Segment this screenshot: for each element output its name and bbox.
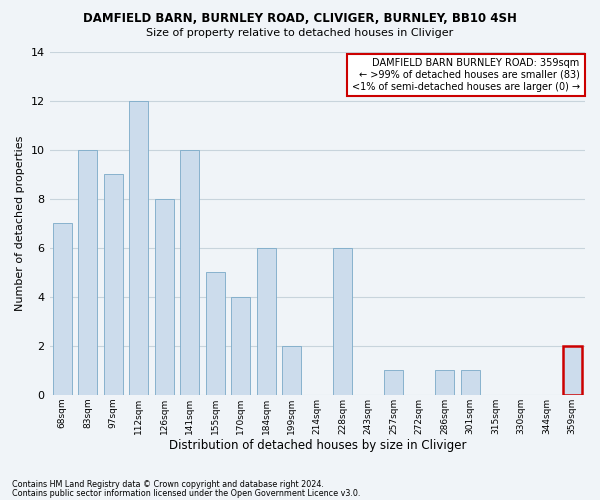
Text: DAMFIELD BARN, BURNLEY ROAD, CLIVIGER, BURNLEY, BB10 4SH: DAMFIELD BARN, BURNLEY ROAD, CLIVIGER, B… — [83, 12, 517, 26]
Bar — [231, 296, 250, 395]
Bar — [180, 150, 199, 395]
Bar — [53, 223, 72, 395]
Bar — [104, 174, 123, 395]
Bar — [206, 272, 225, 395]
Bar — [129, 100, 148, 395]
Text: Size of property relative to detached houses in Cliviger: Size of property relative to detached ho… — [146, 28, 454, 38]
Bar — [257, 248, 276, 395]
Bar — [282, 346, 301, 395]
Bar — [78, 150, 97, 395]
Bar — [155, 198, 174, 395]
Text: Contains HM Land Registry data © Crown copyright and database right 2024.: Contains HM Land Registry data © Crown c… — [12, 480, 324, 489]
Y-axis label: Number of detached properties: Number of detached properties — [15, 136, 25, 311]
X-axis label: Distribution of detached houses by size in Cliviger: Distribution of detached houses by size … — [169, 440, 466, 452]
Bar — [384, 370, 403, 395]
Text: Contains public sector information licensed under the Open Government Licence v3: Contains public sector information licen… — [12, 488, 361, 498]
Bar — [333, 248, 352, 395]
Bar — [435, 370, 454, 395]
Bar — [461, 370, 480, 395]
Bar — [563, 346, 582, 395]
Text: DAMFIELD BARN BURNLEY ROAD: 359sqm
← >99% of detached houses are smaller (83)
<1: DAMFIELD BARN BURNLEY ROAD: 359sqm ← >99… — [352, 58, 580, 92]
